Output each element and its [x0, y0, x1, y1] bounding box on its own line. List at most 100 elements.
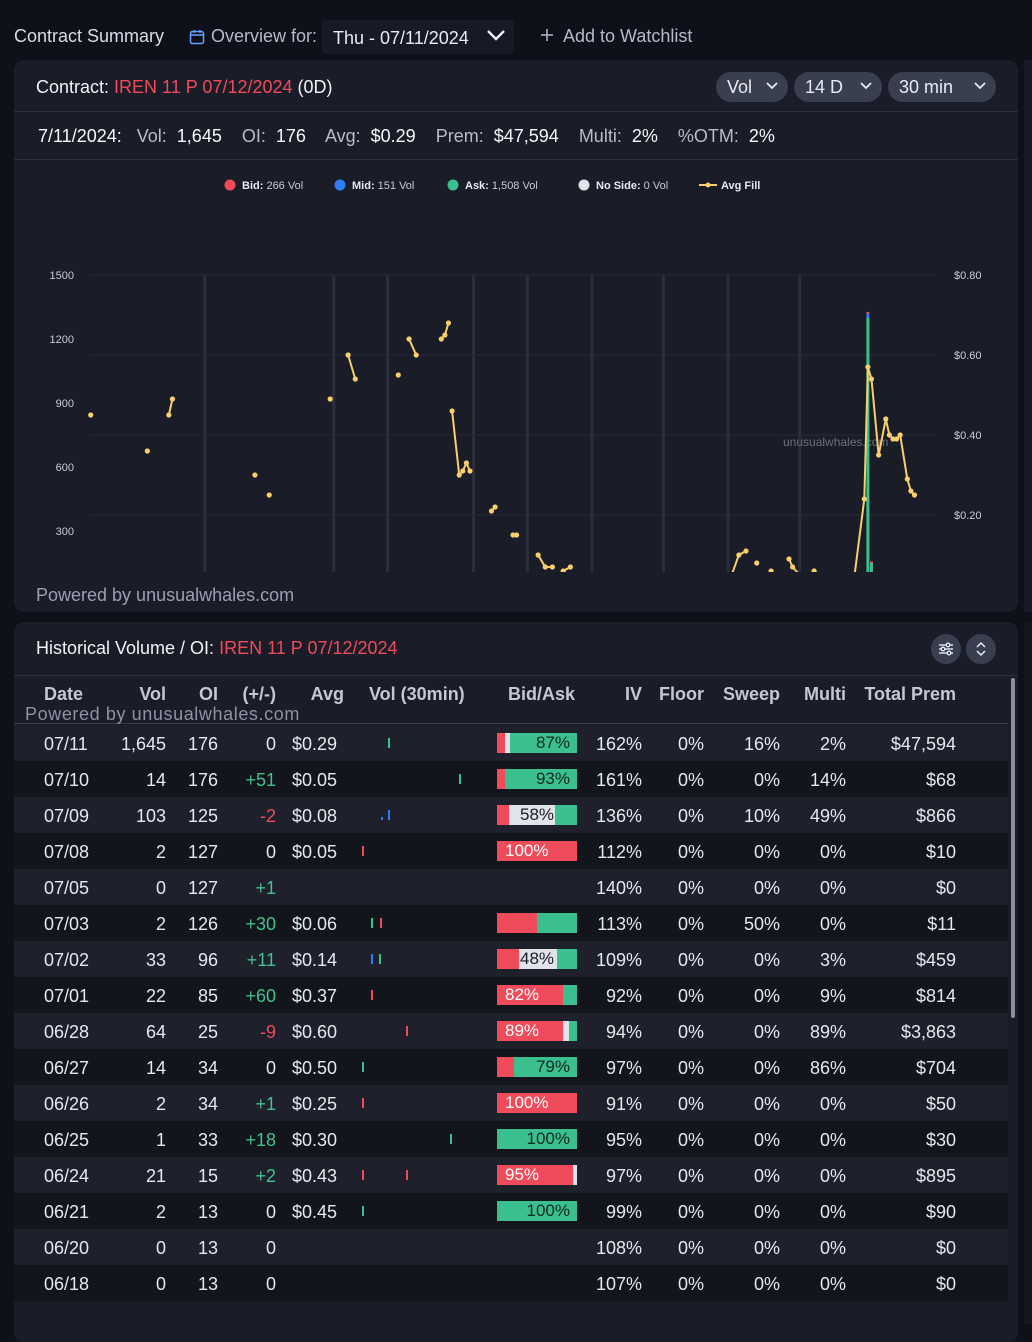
- table-row[interactable]: 07/09 103 125 -2 $0.08 58% 136% 0% 10% 49% $866: [14, 797, 1008, 833]
- bid-ask-segment-mid: [563, 1021, 569, 1041]
- cell-sweep: 0%: [753, 1094, 780, 1114]
- stats-date: 7/11/2024:: [38, 126, 122, 146]
- table-row[interactable]: 07/03 2 126 +30 $0.06 113% 0% 50% 0% $11: [14, 905, 1008, 941]
- table-row[interactable]: 06/18 0 13 0 107% 0% 0% 0% $0: [14, 1265, 1008, 1301]
- y-right-tick: $0.20: [954, 510, 982, 522]
- cell-floor: 0%: [677, 770, 704, 790]
- spark-bar: [380, 918, 382, 928]
- table-row[interactable]: 06/21 2 13 0 $0.45 100% 99% 0% 0% 0% $90: [14, 1193, 1008, 1229]
- cell-vol: 2: [155, 842, 166, 862]
- col-floor[interactable]: Floor: [659, 684, 704, 704]
- legend-dot: [447, 179, 459, 191]
- bid-ask-segment-bid: [497, 913, 537, 933]
- cell-oi: 33: [197, 1130, 218, 1150]
- col-oi[interactable]: OI: [198, 684, 218, 704]
- stats-avg-label: Avg:: [324, 126, 361, 146]
- col-multi[interactable]: Multi: [804, 684, 846, 704]
- col-bidask[interactable]: Bid/Ask: [508, 684, 576, 704]
- cell-avg: $0.29: [292, 734, 338, 754]
- col-change[interactable]: (+/-): [242, 684, 277, 704]
- table-row[interactable]: 07/10 14 176 +51 $0.05 93% 161% 0% 0% 14% $68: [14, 761, 1008, 797]
- bid-ask-bar: [497, 841, 577, 861]
- table-row[interactable]: 07/02 33 96 +11 $0.14 48% 109% 0% 0% 3% $459: [14, 941, 1008, 977]
- table-row[interactable]: 07/11 1,645 176 0 $0.29 87% 162% 0% 16% 2% $47,594: [14, 725, 1008, 761]
- historical-title: Historical Volume / OI: IREN 11 P 07/12/…: [36, 638, 398, 659]
- historical-contract[interactable]: IREN 11 P 07/12/2024: [219, 638, 398, 658]
- table-row[interactable]: 06/25 1 33 +18 $0.30 100% 95% 0% 0% 0% $30: [14, 1121, 1008, 1157]
- cell-vol: 0: [155, 1274, 166, 1294]
- col-total-prem[interactable]: Total Prem: [864, 684, 956, 704]
- cell-vol: 21: [145, 1166, 166, 1186]
- range-selector[interactable]: 14 D: [794, 72, 882, 102]
- contract-name[interactable]: IREN 11 P 07/12/2024: [114, 77, 293, 97]
- add-to-watchlist-button[interactable]: Add to Watchlist: [540, 24, 710, 52]
- legend-dot: [224, 179, 236, 191]
- cell-vol: 2: [155, 1094, 166, 1114]
- bid-ask-segment-ask: [562, 985, 577, 1005]
- y-left-tick: 600: [56, 462, 74, 474]
- bid-ask-bar: [497, 805, 577, 825]
- right-edge: [1024, 60, 1032, 612]
- spark-bar: [362, 846, 364, 856]
- table-row[interactable]: 07/01 22 85 +60 $0.37 82% 92% 0% 0% 9% $814: [14, 977, 1008, 1013]
- chart-watermark: unusualwhales.com: [783, 435, 888, 449]
- spark-bar: [381, 817, 383, 820]
- bid-ask-label: 48%: [519, 949, 555, 968]
- powered-by: Powered by unusualwhales.com: [36, 585, 295, 605]
- expand-collapse-button[interactable]: [966, 634, 996, 664]
- settings-sliders-button[interactable]: [931, 634, 961, 664]
- interval-selector[interactable]: 30 min: [888, 72, 996, 102]
- table-row[interactable]: 06/28 64 25 -9 $0.60 89% 94% 0% 0% 89% $3,863: [14, 1013, 1008, 1049]
- stats-avg: $0.29: [370, 126, 416, 146]
- table-row[interactable]: 06/27 14 34 0 $0.50 79% 97% 0% 0% 86% $704: [14, 1049, 1008, 1085]
- col-date[interactable]: Date: [44, 684, 84, 704]
- cell-total-prem: $30: [925, 1130, 956, 1150]
- cell-vol: 0: [155, 1238, 166, 1258]
- cell-change: +1: [255, 878, 276, 898]
- table-row[interactable]: 07/08 2 127 0 $0.05 100% 112% 0% 0% 0% $10: [14, 833, 1008, 869]
- cell-floor: 0%: [677, 1274, 704, 1294]
- cell-multi: 89%: [809, 1022, 846, 1042]
- cell-change: +30: [245, 914, 276, 934]
- col-iv[interactable]: IV: [624, 684, 642, 704]
- spark-bar: [388, 738, 390, 748]
- avg-fill-point: [861, 496, 867, 502]
- col-vol[interactable]: Vol: [139, 684, 166, 704]
- scrollbar-thumb[interactable]: [1011, 678, 1015, 1018]
- avg-fill-point: [166, 412, 172, 418]
- cell-floor: 0%: [677, 878, 704, 898]
- cell-total-prem: $0: [935, 1274, 956, 1294]
- cell-sweep: 10%: [743, 806, 780, 826]
- cell-vol: 2: [155, 1202, 166, 1222]
- range-selector-value: 14 D: [805, 77, 844, 97]
- table-row[interactable]: 07/05 0 127 +1 140% 0% 0% 0% $0: [14, 869, 1008, 905]
- bid-ask-bar: [497, 1093, 577, 1113]
- cell-floor: 0%: [677, 1238, 704, 1258]
- cell-sweep: 0%: [753, 1274, 780, 1294]
- cell-total-prem: $10: [925, 842, 956, 862]
- table-row[interactable]: 06/26 2 34 +1 $0.25 100% 91% 0% 0% 0% $50: [14, 1085, 1008, 1121]
- table-row[interactable]: 06/20 0 13 0 108% 0% 0% 0% $0: [14, 1229, 1008, 1265]
- avg-fill-point: [327, 396, 333, 402]
- cell-date: 06/27: [44, 1058, 90, 1078]
- cell-total-prem: $459: [915, 950, 956, 970]
- table-row[interactable]: 06/24 21 15 +2 $0.43 95% 97% 0% 0% 0% $895: [14, 1157, 1008, 1193]
- col-avg[interactable]: Avg: [310, 684, 344, 704]
- date-selector[interactable]: Thu - 07/11/2024: [322, 20, 514, 54]
- cell-change: +1: [255, 1094, 276, 1114]
- metric-selector[interactable]: Vol: [716, 72, 788, 102]
- col-sweep[interactable]: Sweep: [722, 684, 780, 704]
- cell-total-prem: $895: [915, 1166, 956, 1186]
- avg-fill-point: [460, 468, 466, 474]
- avg-fill-point: [463, 460, 469, 466]
- cell-oi: 176: [187, 734, 218, 754]
- spark-bar: [362, 1206, 364, 1216]
- bid-ask-bar: [497, 769, 577, 789]
- volume-chart[interactable]: 150012009006003000$0.80$0.60$0.40$0.20$0…: [14, 162, 1018, 572]
- col-vol30[interactable]: Vol (30min): [369, 684, 465, 704]
- cell-vol: 64: [145, 1022, 166, 1042]
- table-scrollbar[interactable]: [1008, 676, 1018, 1342]
- avg-fill-point: [144, 448, 150, 454]
- stats-prem: $47,594: [493, 126, 559, 146]
- bid-ask-bar: [497, 1165, 577, 1185]
